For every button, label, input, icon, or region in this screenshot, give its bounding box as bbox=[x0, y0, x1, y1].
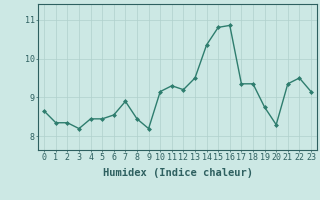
X-axis label: Humidex (Indice chaleur): Humidex (Indice chaleur) bbox=[103, 168, 252, 178]
